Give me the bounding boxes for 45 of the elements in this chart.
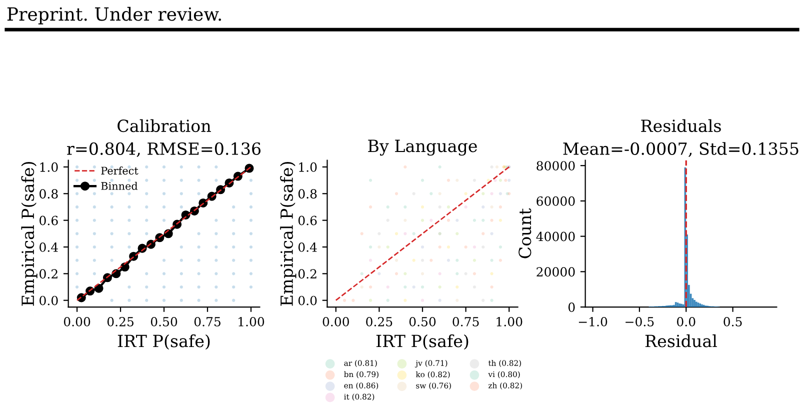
- x-tick-label: 0.50: [150, 316, 178, 326]
- chart-title: By Language: [368, 140, 477, 156]
- y-tick-label: 0.2: [298, 269, 316, 279]
- x-tick-label: −1.0: [578, 316, 608, 326]
- chart-title: Calibration: [118, 119, 211, 132]
- y-tick-label: 0.8: [298, 189, 317, 199]
- y-tick-label: 1.0: [40, 162, 58, 172]
- legend-label: Binned: [101, 182, 138, 190]
- y-tick-label: 60000: [536, 196, 575, 206]
- y-tick-label: 0.0: [298, 296, 317, 306]
- y-tick-label: 0.6: [40, 216, 58, 226]
- x-tick-label: 0.25: [107, 316, 134, 326]
- chart-subtitle: r=0.804, RMSE=0.136: [67, 142, 261, 158]
- x-tick-label: 0.00: [64, 316, 90, 326]
- y-tick-label: 0.4: [298, 242, 317, 252]
- x-tick-label: −0.5: [626, 316, 654, 326]
- y-axis-title: Count: [518, 208, 532, 258]
- y-tick-label: 0.2: [40, 269, 58, 279]
- chart-title: Residuals: [641, 119, 721, 132]
- x-tick-label: 0.75: [194, 316, 220, 326]
- y-tick-label: 20000: [536, 267, 575, 277]
- x-tick-label: 0.0: [677, 316, 696, 326]
- y-tick-label: 0.8: [40, 189, 58, 199]
- y-axis-title: Empirical P(safe): [280, 162, 296, 306]
- x-tick-label: 0.50: [409, 316, 436, 326]
- x-axis-title: IRT P(safe): [118, 334, 210, 350]
- chart-subtitle: Mean=-0.0007, Std=0.1355: [563, 142, 798, 158]
- x-tick-label: 0.5: [724, 316, 742, 326]
- y-axis-title: Empirical P(safe): [21, 162, 38, 306]
- x-tick-label: 0.75: [452, 316, 479, 326]
- x-axis-title: Residual: [645, 334, 717, 348]
- text: Preprint. Under review.: [7, 6, 222, 24]
- x-axis-title: IRT P(safe): [376, 334, 468, 350]
- y-tick-label: 1.0: [299, 162, 317, 172]
- x-tick-label: 1.00: [496, 316, 522, 326]
- x-tick-label: 1.00: [238, 316, 264, 326]
- y-tick-label: 0.6: [298, 216, 317, 226]
- y-tick-label: 0.0: [40, 296, 58, 306]
- y-tick-label: 0: [568, 302, 575, 312]
- x-tick-label: 0.25: [366, 316, 392, 326]
- y-tick-label: 0.4: [40, 242, 58, 252]
- legend-label: Perfect: [101, 166, 138, 175]
- y-tick-label: 80000: [536, 161, 575, 171]
- x-tick-label: 0.00: [322, 316, 349, 326]
- y-tick-label: 40000: [536, 232, 575, 242]
